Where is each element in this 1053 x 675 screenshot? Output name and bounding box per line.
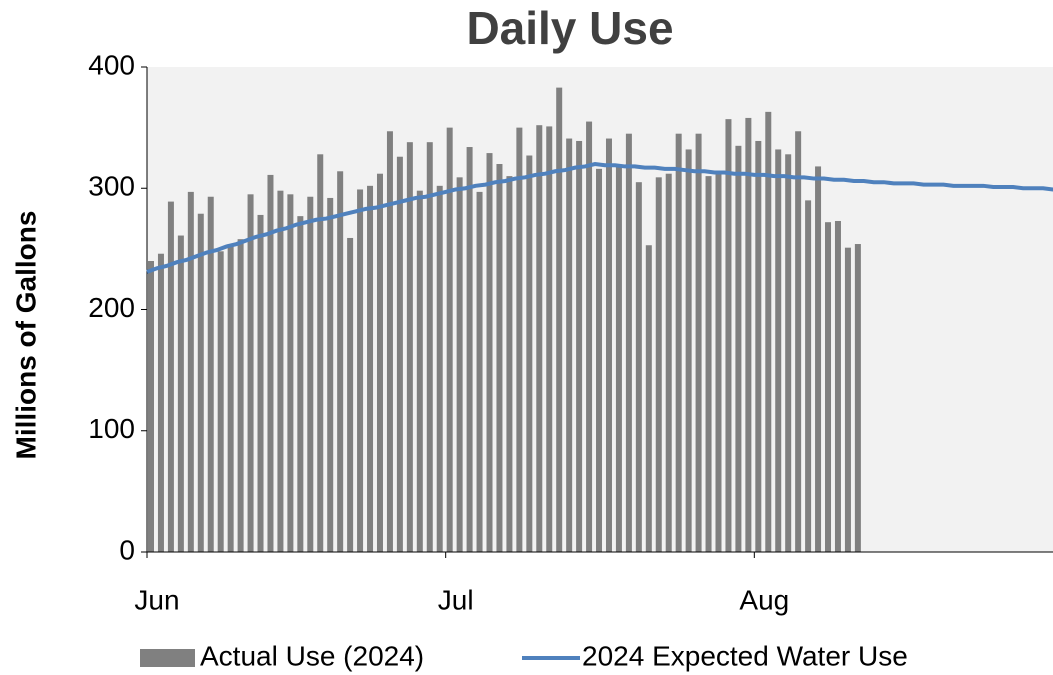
bar bbox=[725, 119, 732, 552]
bar bbox=[148, 261, 154, 552]
bar bbox=[695, 133, 702, 552]
y-axis-label: Millions of Gallons bbox=[10, 211, 41, 460]
bar bbox=[775, 149, 782, 552]
bar bbox=[576, 140, 583, 552]
bar bbox=[237, 239, 244, 553]
bar bbox=[566, 138, 573, 552]
bar bbox=[715, 173, 722, 552]
bar bbox=[436, 185, 443, 552]
bar bbox=[854, 244, 861, 552]
bar bbox=[416, 190, 423, 553]
bar bbox=[705, 176, 712, 552]
bar bbox=[287, 194, 294, 552]
bar bbox=[207, 196, 214, 553]
bar bbox=[177, 235, 184, 552]
bar bbox=[586, 121, 593, 552]
bar bbox=[466, 147, 473, 552]
bar bbox=[834, 220, 841, 553]
bar bbox=[685, 149, 692, 552]
bar bbox=[635, 182, 642, 552]
bar bbox=[605, 138, 612, 552]
bar bbox=[496, 164, 503, 552]
bar bbox=[157, 253, 164, 552]
bar bbox=[277, 190, 284, 553]
bar bbox=[396, 156, 403, 552]
bar bbox=[167, 201, 174, 552]
bar bbox=[347, 237, 354, 552]
bar bbox=[307, 196, 314, 553]
bar bbox=[675, 133, 682, 552]
bar bbox=[367, 185, 374, 552]
bar bbox=[476, 191, 483, 552]
bar bbox=[357, 189, 364, 552]
y-tick-label: 100 bbox=[88, 413, 135, 444]
legend-symbol bbox=[140, 649, 195, 667]
bar bbox=[596, 168, 603, 552]
bar bbox=[844, 247, 851, 552]
bar bbox=[506, 176, 513, 552]
bar bbox=[337, 171, 344, 552]
legend-label: 2024 Expected Water Use bbox=[582, 640, 908, 671]
bar bbox=[526, 155, 533, 552]
bar bbox=[546, 126, 553, 552]
bar bbox=[735, 145, 742, 552]
bar bbox=[446, 127, 453, 552]
bar bbox=[267, 174, 274, 552]
bar bbox=[297, 216, 304, 552]
legend-label: Actual Use (2024) bbox=[200, 640, 424, 671]
bar bbox=[187, 191, 194, 552]
bar bbox=[615, 166, 622, 553]
bar bbox=[765, 111, 772, 553]
bar bbox=[317, 154, 324, 553]
y-tick-label: 300 bbox=[88, 171, 135, 202]
line bbox=[146, 161, 1053, 274]
bar bbox=[655, 177, 662, 552]
bar bbox=[486, 153, 493, 552]
bar bbox=[795, 131, 802, 552]
bar bbox=[745, 117, 752, 553]
bar bbox=[406, 142, 413, 553]
bar bbox=[536, 125, 543, 552]
bar bbox=[805, 200, 812, 552]
x-tick-label: Jun bbox=[134, 584, 179, 615]
bar bbox=[197, 213, 204, 552]
bar bbox=[376, 173, 383, 552]
bar bbox=[556, 87, 563, 553]
y-tick-label: 400 bbox=[88, 49, 135, 80]
x-tick-label: Aug bbox=[739, 584, 789, 615]
bar bbox=[456, 177, 463, 552]
x-tick-label: Jul bbox=[438, 584, 474, 615]
bar bbox=[516, 127, 523, 552]
bar bbox=[785, 154, 792, 553]
bar bbox=[227, 244, 234, 552]
bar bbox=[426, 142, 433, 553]
bar bbox=[755, 140, 762, 552]
bar bbox=[247, 194, 254, 552]
bar bbox=[257, 214, 264, 553]
bar bbox=[825, 222, 832, 552]
y-tick-label: 200 bbox=[88, 292, 135, 323]
bar bbox=[386, 131, 393, 552]
bar bbox=[665, 173, 672, 552]
bar bbox=[327, 197, 334, 552]
chart-title: Daily Use bbox=[466, 2, 673, 54]
bar bbox=[815, 166, 822, 553]
bar bbox=[645, 245, 652, 553]
bar bbox=[625, 133, 632, 552]
y-tick-label: 0 bbox=[119, 534, 135, 565]
bar bbox=[217, 251, 224, 553]
